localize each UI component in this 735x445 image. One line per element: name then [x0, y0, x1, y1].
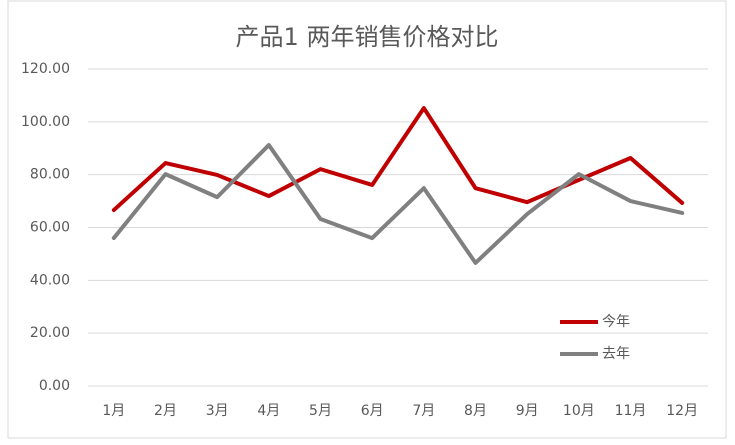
y-tick-label: 0.00	[39, 378, 70, 394]
y-tick-label: 100.00	[21, 114, 70, 130]
x-tick-label: 11月	[615, 403, 647, 419]
x-tick-label: 7月	[412, 403, 435, 419]
legend-label: 去年	[602, 346, 630, 362]
y-tick-label: 120.00	[21, 61, 70, 77]
y-tick-label: 60.00	[30, 220, 70, 236]
x-tick-label: 5月	[309, 403, 332, 419]
chart-title: 产品1 两年销售价格对比	[236, 23, 499, 51]
line-series	[111, 106, 685, 213]
x-tick-label: 2月	[154, 403, 177, 419]
legend-label: 今年	[602, 314, 630, 330]
y-tick-label: 40.00	[30, 272, 70, 288]
x-tick-label: 6月	[361, 403, 384, 419]
x-tick-label: 12月	[666, 403, 698, 419]
x-tick-label: 8月	[464, 403, 487, 419]
x-tick-label: 4月	[257, 403, 280, 419]
y-tick-label: 80.00	[30, 167, 70, 183]
chart-frame	[7, 0, 727, 439]
line-series	[111, 143, 685, 265]
x-tick-label: 3月	[206, 403, 229, 419]
x-tick-label: 1月	[102, 403, 125, 419]
x-tick-label: 10月	[563, 403, 595, 419]
y-tick-label: 20.00	[30, 325, 70, 341]
x-tick-label: 9月	[516, 403, 539, 419]
